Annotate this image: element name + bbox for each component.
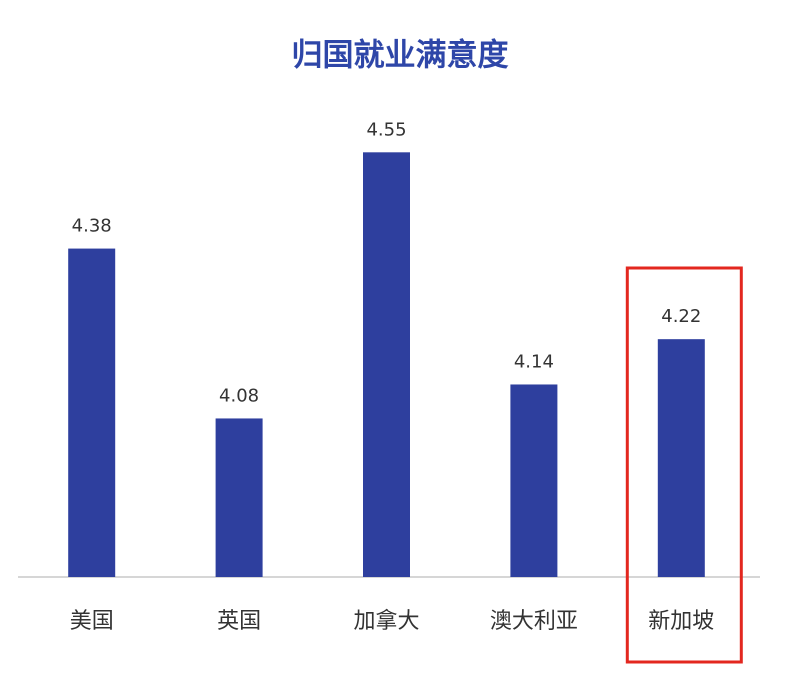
value-label: 4.22: [661, 306, 701, 327]
bar: [657, 339, 705, 577]
x-tick-label: 澳大利亚: [490, 609, 578, 634]
value-label: 4.38: [72, 216, 112, 237]
bar: [363, 152, 410, 577]
value-label: 4.55: [366, 119, 406, 140]
highlight-box: [625, 266, 743, 664]
value-label: 4.08: [219, 385, 259, 406]
x-tick-label: 新加坡: [648, 609, 714, 634]
x-tick-label: 英国: [217, 609, 261, 634]
value-label: 4.14: [514, 351, 554, 372]
bar: [68, 248, 116, 577]
x-tick-label: 美国: [70, 609, 114, 634]
bar: [215, 418, 263, 577]
chart-title: 归国就业满意度: [292, 38, 509, 74]
x-tick-label: 加拿大: [353, 608, 419, 634]
bar: [510, 384, 558, 577]
